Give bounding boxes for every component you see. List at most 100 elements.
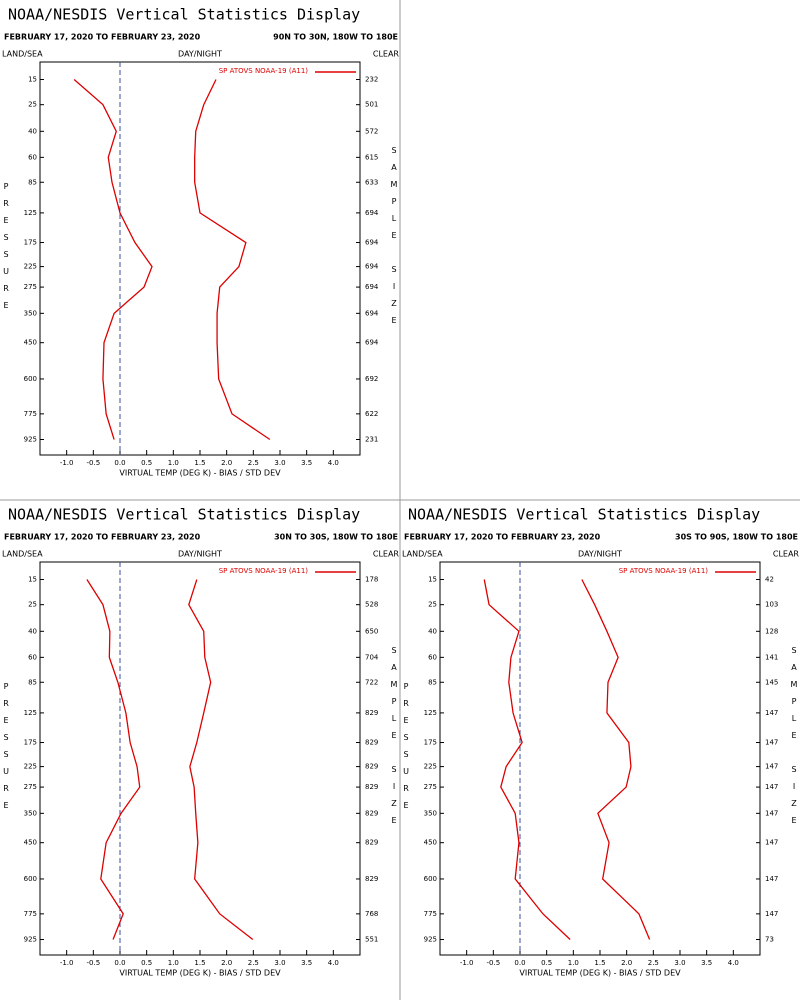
- sample-size-label: 829: [365, 783, 378, 791]
- sample-size-label: 694: [365, 309, 379, 317]
- x-tick-label: 1.0: [568, 959, 579, 967]
- y-tick-label: 600: [24, 875, 37, 883]
- y-tick-label: 85: [28, 178, 37, 186]
- y-tick-label: 60: [428, 653, 437, 661]
- sample-size-label: 231: [365, 436, 378, 444]
- sample-size-label: 650: [365, 627, 378, 635]
- y-tick-label: 85: [428, 678, 437, 686]
- sample-size-label: 694: [365, 239, 379, 247]
- sample-size-label: 829: [365, 875, 378, 883]
- header-right: CLEAR: [773, 550, 800, 559]
- date-range: FEBRUARY 17, 2020 TO FEBRUARY 23, 2020: [404, 533, 601, 542]
- y-tick-label: 275: [424, 783, 437, 791]
- x-tick-label: 0.0: [114, 459, 125, 467]
- x-tick-label: 3.0: [274, 459, 285, 467]
- y-tick-label: 25: [428, 601, 437, 609]
- sample-size-label: 692: [365, 375, 378, 383]
- y-tick-label: 600: [424, 875, 437, 883]
- y-tick-label: 600: [24, 375, 37, 383]
- plot-frame: [39, 561, 361, 956]
- plot-frame: [39, 61, 361, 456]
- sample-size-label: 147: [765, 783, 778, 791]
- sample-size-label: 232: [365, 76, 378, 84]
- bias-line: [86, 579, 141, 940]
- y-tick-label: 60: [28, 153, 37, 161]
- x-tick-label: 3.5: [301, 959, 312, 967]
- sample-size-label: 722: [365, 678, 378, 686]
- sample-size-label: 528: [365, 601, 378, 609]
- y-tick-label: 775: [424, 910, 437, 918]
- sample-size-label: 615: [365, 153, 378, 161]
- y2-axis-label: SAMPLE SIZE: [390, 646, 399, 833]
- y-tick-label: 60: [28, 653, 37, 661]
- x-tick-label: 0.5: [541, 959, 552, 967]
- x-tick-label: 1.0: [168, 459, 179, 467]
- header-center: DAY/NIGHT: [178, 550, 222, 559]
- x-tick-label: 1.5: [594, 959, 605, 967]
- x-axis-label: VIRTUAL TEMP (DEG K) - BIAS / STD DEV: [519, 969, 681, 978]
- header-right: CLEAR: [373, 50, 400, 59]
- x-axis-label: VIRTUAL TEMP (DEG K) - BIAS / STD DEV: [119, 469, 281, 478]
- sample-size-label: 147: [765, 809, 778, 817]
- x-tick-label: 3.5: [301, 459, 312, 467]
- y-tick-label: 15: [428, 576, 437, 584]
- std-dev-line: [581, 579, 651, 940]
- x-tick-label: 1.5: [194, 459, 205, 467]
- y-tick-label: 225: [24, 263, 37, 271]
- sample-size-label: 147: [765, 839, 778, 847]
- sample-size-label: 147: [765, 709, 778, 717]
- header-center: DAY/NIGHT: [178, 50, 222, 59]
- region: 30S TO 90S, 180W TO 180E: [675, 533, 798, 542]
- sample-size-label: 128: [765, 627, 778, 635]
- y-tick-label: 175: [24, 739, 37, 747]
- header-left: LAND/SEA: [2, 50, 43, 59]
- date-range: FEBRUARY 17, 2020 TO FEBRUARY 23, 2020: [4, 533, 201, 542]
- x-tick-label: 2.0: [221, 459, 232, 467]
- sample-size-label: 694: [365, 339, 379, 347]
- header-right: CLEAR: [373, 550, 400, 559]
- x-tick-label: 0.0: [114, 959, 125, 967]
- x-tick-label: -0.5: [486, 959, 500, 967]
- x-tick-label: 3.0: [674, 959, 685, 967]
- y-tick-label: 350: [424, 809, 437, 817]
- x-tick-label: 3.0: [274, 959, 285, 967]
- x-tick-label: 4.0: [328, 459, 339, 467]
- sample-size-label: 147: [765, 875, 778, 883]
- sample-size-label: 829: [365, 709, 378, 717]
- plot-frame: [439, 561, 761, 956]
- bias-line: [483, 579, 571, 940]
- y-tick-label: 40: [428, 627, 437, 635]
- sample-size-label: 633: [365, 178, 378, 186]
- x-tick-label: 4.0: [728, 959, 739, 967]
- sample-size-label: 42: [765, 576, 774, 584]
- header-left: LAND/SEA: [2, 550, 43, 559]
- y-tick-label: 125: [424, 709, 437, 717]
- std-dev-line: [194, 79, 271, 441]
- sample-size-label: 145: [765, 678, 778, 686]
- header-center: DAY/NIGHT: [578, 550, 622, 559]
- y-tick-label: 85: [28, 678, 37, 686]
- x-tick-label: 3.5: [701, 959, 712, 967]
- x-tick-label: -1.0: [60, 959, 74, 967]
- sample-size-label: 147: [765, 739, 778, 747]
- x-tick-label: -1.0: [60, 459, 74, 467]
- y-tick-label: 275: [24, 283, 37, 291]
- y-tick-label: 775: [24, 910, 37, 918]
- panel-title: NOAA/NESDIS Vertical Statistics Display: [8, 6, 360, 24]
- y-tick-label: 125: [24, 209, 37, 217]
- sample-size-label: 141: [765, 653, 778, 661]
- y-tick-label: 225: [24, 763, 37, 771]
- y2-axis-label: SAMPLE SIZE: [790, 646, 799, 833]
- chart-panel: NOAA/NESDIS Vertical Statistics Display F…: [2, 6, 400, 478]
- sample-size-label: 829: [365, 809, 378, 817]
- y-tick-label: 275: [24, 783, 37, 791]
- x-tick-label: 1.5: [194, 959, 205, 967]
- x-tick-label: 2.0: [621, 959, 632, 967]
- y-tick-label: 350: [24, 309, 37, 317]
- y-tick-label: 925: [424, 936, 437, 944]
- y-tick-label: 450: [424, 839, 437, 847]
- x-tick-label: 0.5: [141, 459, 152, 467]
- y-tick-label: 175: [424, 739, 437, 747]
- panel-title: NOAA/NESDIS Vertical Statistics Display: [408, 506, 760, 524]
